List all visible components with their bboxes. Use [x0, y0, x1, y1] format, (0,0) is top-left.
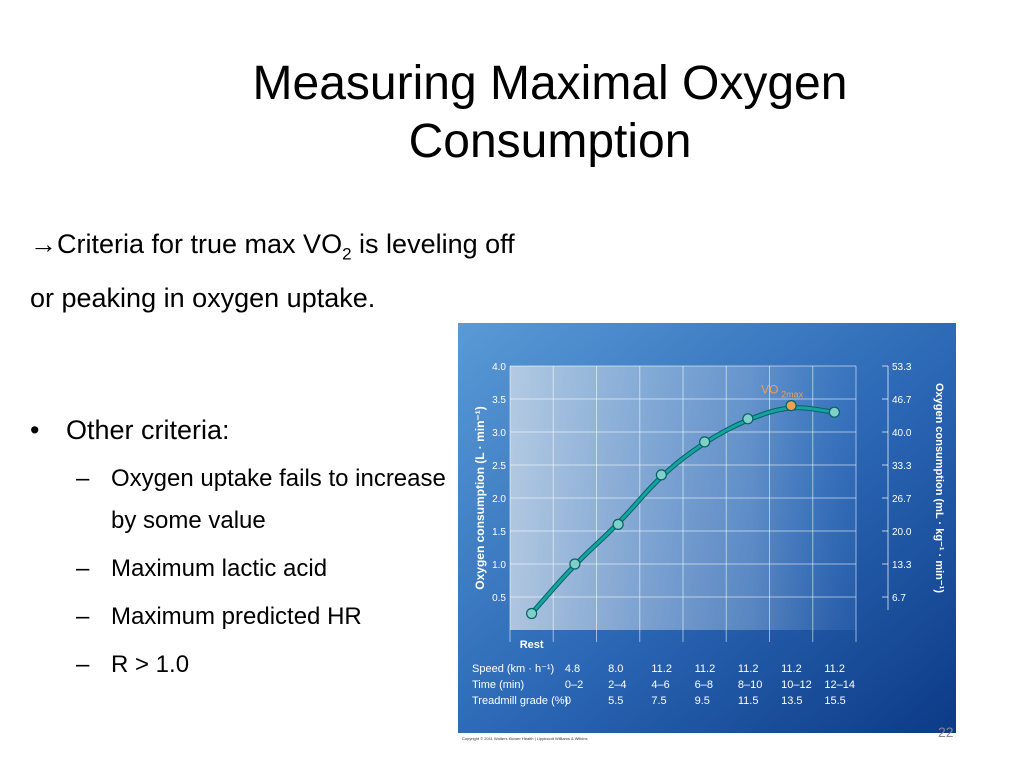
table-cell: 13.5	[781, 695, 802, 707]
table-cell: 9.5	[695, 695, 710, 707]
y-axis-title: Oxygen consumption (L · min⁻¹)	[473, 406, 487, 589]
table-cell: 2–4	[608, 679, 626, 691]
data-point	[742, 413, 754, 425]
y-tick-label: 4.0	[492, 362, 506, 373]
intro-text: Criteria for true max VO	[57, 229, 343, 259]
sub-bullet-item: – Maximum lactic acid	[30, 548, 450, 590]
table-cell: 4–6	[651, 679, 669, 691]
data-point	[655, 469, 667, 481]
peak-point	[785, 399, 797, 412]
table-cell: 7.5	[651, 695, 666, 707]
x-tick-label: Rest	[520, 639, 544, 651]
sub-bullet-text: R > 1.0	[111, 651, 190, 678]
table-cell: 11.2	[824, 663, 845, 675]
vo2-chart: 4.0 3.5 3.0 2.5 2.0 1.5 1.0 0.5 53.3 46.7 40.0 33.3…	[458, 323, 1005, 733]
sub-bullet-text: Oxygen uptake fails to increase by some …	[111, 465, 446, 534]
bullet-list: • Other criteria: – Oxygen uptake fails t…	[30, 408, 450, 686]
data-point	[569, 558, 581, 570]
y-tick-label: 3.5	[492, 395, 506, 406]
right-tick-label: 53.3	[892, 362, 912, 373]
peak-label: VO	[761, 383, 778, 397]
data-point	[699, 436, 711, 448]
table-row-label: Time (min)	[472, 679, 524, 691]
table-cell: 12–14	[824, 679, 855, 691]
slide-title: Measuring Maximal Oxygen Consumption	[252, 57, 848, 168]
sub-bullet-list: – Oxygen uptake fails to increase by some…	[30, 458, 450, 686]
intro-subscript: 2	[342, 244, 352, 264]
table-cell: 0–2	[565, 679, 583, 691]
table-cell: 11.2	[738, 663, 759, 675]
table-cell: 11.5	[738, 695, 759, 707]
table-cell: 11.2	[781, 663, 802, 675]
y-tick-label: 0.5	[492, 593, 506, 604]
bullet-item: • Other criteria:	[30, 408, 450, 452]
table-cell: 6–8	[695, 679, 713, 691]
table-row-label: Treadmill grade (%)	[472, 695, 568, 707]
arrow-icon: →	[30, 229, 57, 259]
y-tick-label: 1.5	[492, 527, 506, 538]
dash-icon: –	[76, 555, 90, 582]
data-table: Speed (km · h⁻¹) 4.8 8.0 11.2 11.2 11.2 11.2 11…	[472, 663, 855, 707]
right-tick-label: 33.3	[892, 461, 912, 472]
sub-bullet-text: Maximum predicted HR	[111, 603, 362, 630]
data-point	[526, 607, 538, 620]
table-cell: 0	[565, 695, 571, 707]
sub-bullet-item: – Oxygen uptake fails to increase by some…	[30, 458, 450, 542]
right-tick-label: 6.7	[892, 593, 906, 604]
right-tick-label: 26.7	[892, 494, 912, 505]
y-tick-label: 2.5	[492, 461, 506, 472]
data-point	[828, 406, 840, 418]
right-tick-label: 13.3	[892, 560, 912, 571]
sub-bullet-item: – Maximum predicted HR	[30, 596, 450, 638]
data-point	[612, 518, 624, 530]
sub-bullet-item: – R > 1.0	[30, 644, 450, 686]
peak-label-sub: 2max	[781, 390, 804, 400]
series-line	[526, 399, 840, 620]
table-cell: 11.2	[695, 663, 716, 675]
y-axis-right-title: Oxygen consumption (mL · kg⁻¹ · min⁻¹)	[933, 383, 945, 593]
bullet-dot-icon: •	[30, 415, 40, 445]
right-tick-label: 40.0	[892, 428, 912, 439]
table-cell: 10–12	[781, 679, 812, 691]
intro-paragraph: →Criteria for true max VO2 is leveling o…	[30, 222, 530, 320]
intro-rest: is leveling off or peaking in oxygen upt…	[30, 229, 515, 314]
dash-icon: –	[76, 465, 90, 492]
table-cell: 8.0	[608, 663, 623, 675]
chart-labels: Oxygen consumption (L · min⁻¹) Oxygen con…	[473, 383, 1005, 651]
y-tick-label: 2.0	[492, 494, 506, 505]
right-tick-label: 46.7	[892, 395, 912, 406]
vo2-chart-figure: 4.0 3.5 3.0 2.5 2.0 1.5 1.0 0.5 53.3 46.7 40.0 33.3…	[458, 323, 1005, 738]
table-cell: 8–10	[738, 679, 762, 691]
table-cell: 15.5	[824, 695, 845, 707]
sub-bullet-text: Maximum lactic acid	[111, 555, 328, 582]
copyright-text: Copyright © 2011 Wolters Kluwer Health |…	[462, 736, 588, 741]
table-cell: 4.8	[565, 663, 580, 675]
dash-icon: –	[76, 651, 90, 678]
table-cell: 5.5	[608, 695, 623, 707]
y-tick-label: 1.0	[492, 560, 506, 571]
bullet-text: Other criteria:	[66, 415, 230, 445]
y-tick-label: 3.0	[492, 428, 506, 439]
series-line-path	[530, 406, 836, 615]
dash-icon: –	[76, 603, 90, 630]
table-cell: 11.2	[651, 663, 672, 675]
slide-number: 22	[938, 724, 954, 740]
right-tick-label: 20.0	[892, 527, 912, 538]
table-row-label: Speed (km · h⁻¹)	[472, 663, 554, 675]
